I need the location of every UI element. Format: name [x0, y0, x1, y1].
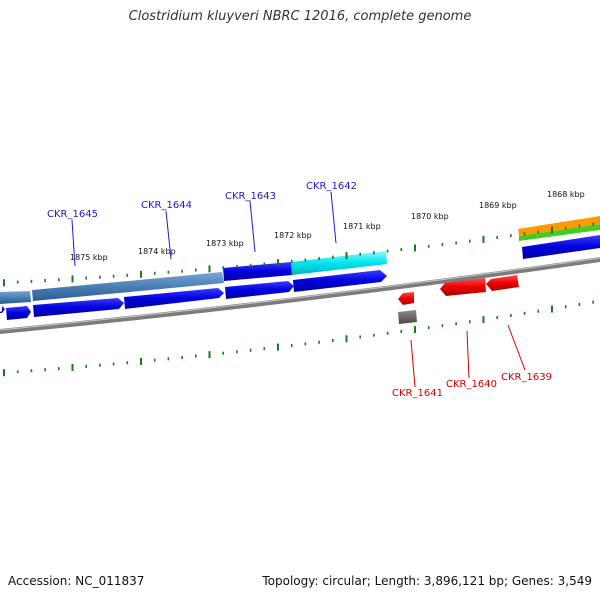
feature-blue-right — [522, 235, 600, 259]
leader-line-1639 — [507, 324, 526, 371]
gene-label-ckr1645[interactable]: CKR_1645 — [47, 209, 98, 220]
gene-label-ckr1640[interactable]: CKR_1640 — [446, 379, 497, 390]
feature-blue-1643 — [223, 262, 292, 281]
gene-arrow-fwd — [6, 306, 31, 320]
leader-line-1643 — [249, 200, 256, 253]
feature-steel-left — [0, 291, 31, 304]
footer-accession: Accession: NC_011837 — [8, 574, 145, 588]
ruler-label-1873: 1873 kbp — [206, 239, 244, 248]
ruler-ticks-lower — [3, 300, 594, 377]
gene-arrow-fwd — [0, 306, 5, 313]
ruler-label-1870: 1870 kbp — [411, 212, 449, 221]
green-band — [519, 224, 600, 241]
leader-line-1640 — [466, 330, 470, 379]
footer-genome-info: Topology: circular; Length: 3,896,121 bp… — [262, 574, 592, 588]
ruler-label-1869: 1869 kbp — [479, 201, 517, 210]
gene-label-ckr1639[interactable]: CKR_1639 — [501, 372, 552, 383]
leader-line-1645 — [71, 219, 76, 267]
ruler-label-1875: 1875 kbp — [70, 253, 108, 262]
genome-title: Clostridium kluyveri NBRC 12016, complet… — [128, 9, 472, 24]
genome-backbone-highlight — [0, 257, 600, 331]
ruler-label-1872: 1872 kbp — [274, 231, 312, 240]
ruler-label-1868: 1868 kbp — [547, 190, 585, 199]
leader-line-1644 — [165, 210, 172, 260]
leader-line-1642 — [330, 191, 337, 244]
gene-grey-1641 — [398, 310, 417, 324]
gene-label-ckr1643[interactable]: CKR_1643 — [225, 191, 276, 202]
ruler-ticks-upper — [3, 222, 594, 287]
gene-label-ckr1642[interactable]: CKR_1642 — [306, 181, 357, 192]
gene-label-ckr1644[interactable]: CKR_1644 — [141, 200, 192, 211]
ruler-label-1871: 1871 kbp — [343, 222, 381, 231]
leader-line-1641 — [410, 339, 416, 388]
gene-arrow-fwd — [225, 281, 294, 299]
gene-arrow-fwd — [293, 270, 387, 292]
feature-steel-main — [32, 272, 224, 301]
gene-arrow-rev-1639 — [486, 275, 519, 291]
gene-arrow-rev-1640 — [440, 278, 486, 296]
gene-arrow-fwd — [33, 298, 124, 317]
ruler-label-1874: 1874 kbp — [138, 247, 176, 256]
gene-arrow-rev-1641 — [398, 292, 414, 305]
gene-label-ckr1641[interactable]: CKR_1641 — [392, 388, 443, 399]
gene-arrow-fwd — [124, 288, 224, 309]
feature-cyan-1642 — [291, 251, 387, 275]
